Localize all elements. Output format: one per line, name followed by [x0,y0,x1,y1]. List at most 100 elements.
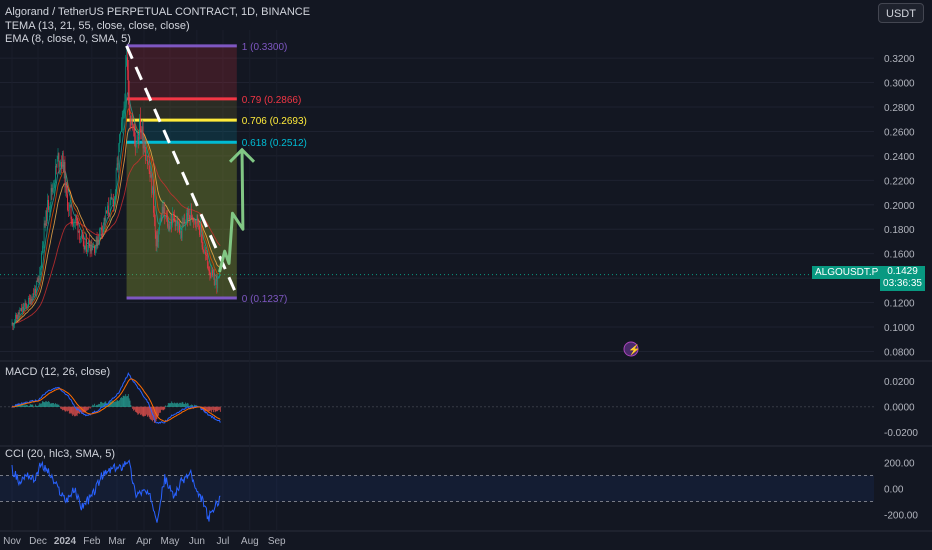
candle-body [127,57,128,71]
candle-body [165,216,166,218]
macd-histogram-bar [17,405,19,407]
macd-histogram-bar [48,401,50,407]
candle-body [140,118,141,133]
candle-body [216,279,218,289]
macd-histogram-bar [70,406,72,413]
macd-histogram-bar [100,401,101,407]
macd-histogram-bar [107,402,109,407]
candle-body [43,223,45,243]
candle-body [48,207,50,210]
macd-histogram-bar [21,403,22,407]
macd-histogram-bar [178,403,180,407]
candle-body [119,134,120,145]
candle-body [33,293,35,295]
macd-histogram-bar [176,402,178,407]
candle-body [107,205,108,214]
time-tick-label: Apr [136,536,152,547]
macd-histogram-bar [137,406,139,415]
macd-histogram-bar [148,406,150,418]
candle-body [189,215,191,218]
macd-histogram-bar [211,406,213,413]
candle-body [212,270,213,276]
macd-histogram-bar [218,406,219,411]
candle-body [89,247,91,252]
fib-retracement[interactable]: 1 (0.3300) 0.79 (0.2866) 0.706 (0.2693) 0.6… [126,42,307,305]
candle-body [149,170,151,178]
candle-body [163,207,165,214]
price-tick-label: 0.2800 [884,103,915,114]
macd-histogram-bar [154,406,156,423]
candle-body [144,145,146,152]
candle-body [123,108,125,114]
macd-histogram-bar [133,406,134,411]
cci-band-fill [0,475,874,502]
macd-histogram-bar [58,404,60,407]
macd-histogram-bar [126,396,127,407]
candle-body [193,218,194,222]
macd-histogram-bar [143,406,145,417]
candle-body [41,252,42,268]
candle-body [195,222,197,224]
macd-histogram-bar [68,406,69,411]
bar-countdown: 03:36:35 [883,278,922,289]
drawings[interactable]: ⚡ [125,45,641,357]
macd-histogram-bar [179,402,181,407]
price-tick-label: 0.1800 [884,225,915,236]
candle-body [48,199,49,210]
candle-body [142,126,144,149]
fib-zone [126,45,237,99]
candle-body [50,188,52,203]
macd-histogram-bar [81,406,83,414]
candle-body [138,136,140,140]
candle-body [118,144,120,165]
candle-body [161,206,163,220]
candle-body [150,174,152,178]
macd-histogram-bar [114,401,116,407]
macd-histogram-bar [173,403,174,407]
macd-histogram-bar [47,401,48,407]
macd-histogram-bar [166,406,167,407]
candle-body [166,216,167,218]
candle-body [178,225,180,231]
candle-body [75,217,77,220]
macd-histogram-bar [125,394,127,407]
macd-histogram-bar [140,406,141,415]
candle-body [17,312,19,319]
macd-histogram-bar [162,406,164,411]
macd-histogram-bar [150,406,152,420]
candle-body [148,163,150,171]
macd-histogram-bar [156,406,158,420]
macd-histogram-bar [46,401,48,407]
candle-body [32,293,34,301]
candle-body [19,310,21,315]
candle-body [51,188,53,192]
candle-body [16,318,18,319]
candle-body [134,125,135,137]
time-tick-label: Aug [241,536,259,547]
macd-histogram-bar [28,405,30,407]
event-icon [623,341,639,357]
macd-histogram-bar [76,406,78,417]
macd-histogram-bar [212,406,214,413]
macd-histogram-bar [68,406,70,414]
macd-histogram-bar [103,402,105,407]
projection-arrowhead [228,147,256,163]
macd-histogram-bar [147,406,148,417]
macd-histogram-bar [175,403,177,407]
candle-body [134,136,136,148]
candle-body [114,197,115,207]
macd-histogram-bar [24,405,26,407]
macd-pane [0,372,874,425]
macd-histogram-bar [42,401,44,407]
candle-body [132,121,134,126]
candle-body [129,112,131,121]
candle-body [25,302,27,305]
currency-button[interactable]: USDT [878,3,924,23]
macd-histogram-bar [20,405,22,407]
candle-body [206,255,208,263]
macd-histogram-bar [219,406,220,410]
macd-histogram-bar [122,395,124,407]
candle-body [34,288,35,295]
macd-histogram-bar [81,406,82,414]
